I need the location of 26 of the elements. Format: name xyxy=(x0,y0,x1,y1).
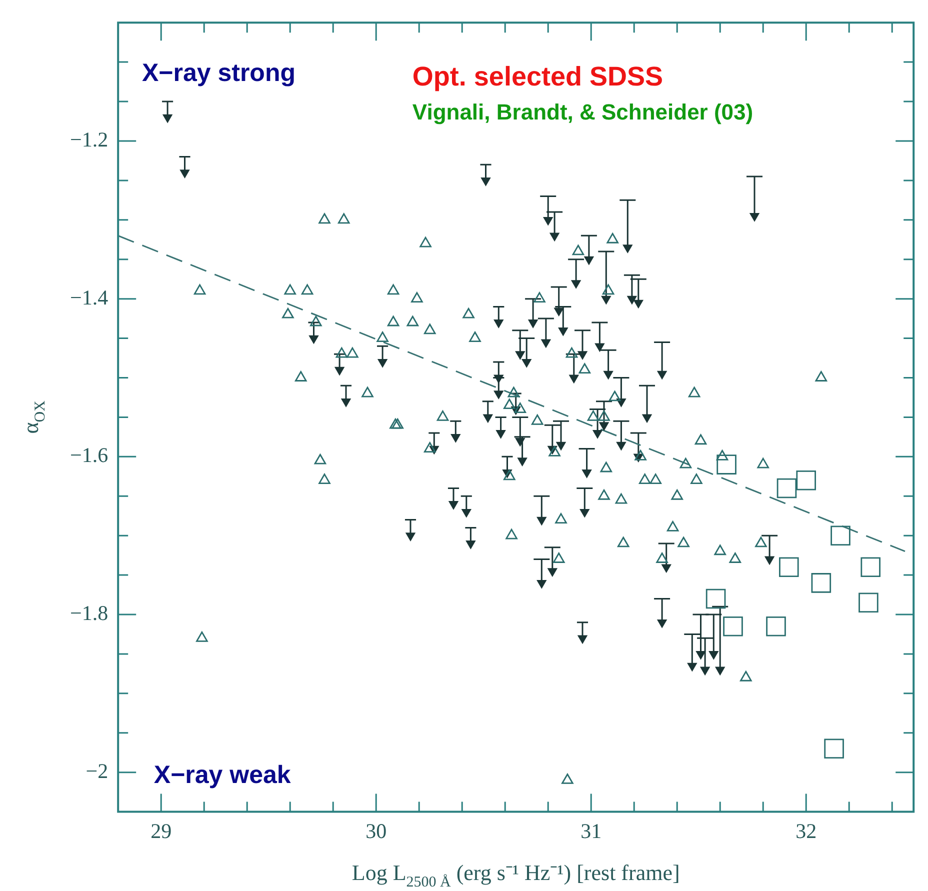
point xyxy=(830,526,850,546)
point xyxy=(858,592,878,613)
y-axis-title: αOX xyxy=(18,400,49,434)
point xyxy=(776,478,797,498)
x-tick-label: 29 xyxy=(150,818,172,843)
y-tick-label: −1.2 xyxy=(70,127,108,152)
x-tick-label: 31 xyxy=(580,818,602,843)
y-tick-label: −1.6 xyxy=(70,443,108,468)
annotation: Vignali, Brandt, & Schneider (03) xyxy=(412,99,754,124)
point xyxy=(716,454,736,474)
point xyxy=(766,616,786,636)
x-tick-label: 32 xyxy=(796,818,817,843)
point xyxy=(706,588,726,609)
x-tick-label: 30 xyxy=(366,818,387,843)
y-tick-label: −1.4 xyxy=(70,285,109,310)
annotation: X−ray weak xyxy=(154,761,291,790)
y-tick-label: −2 xyxy=(86,758,108,783)
point xyxy=(723,616,743,636)
annotation: X−ray strong xyxy=(142,58,296,87)
point xyxy=(860,557,880,578)
annotation: Opt. selected SDSS xyxy=(412,61,664,92)
y-tick-label: −1.8 xyxy=(70,601,108,626)
point xyxy=(779,557,799,578)
point xyxy=(824,738,844,759)
point xyxy=(796,470,816,490)
point xyxy=(811,573,832,593)
